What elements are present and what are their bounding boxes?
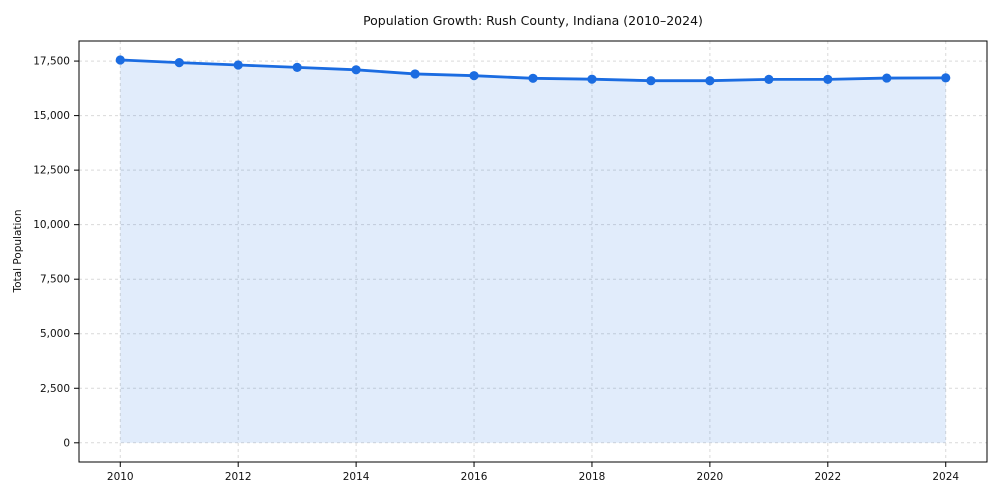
data-point [528, 73, 538, 83]
y-tick-label: 15,000 [33, 110, 70, 122]
data-point [174, 57, 184, 68]
y-tick-label: 5,000 [40, 328, 70, 340]
data-point [587, 74, 597, 84]
plot-border [78, 40, 988, 463]
x-tick-label: 2022 [814, 471, 841, 483]
x-tick-label: 2012 [225, 471, 252, 483]
data-point [705, 76, 715, 86]
y-tick-label: 12,500 [33, 165, 70, 177]
y-tick-label: 10,000 [33, 219, 70, 231]
data-point [351, 65, 361, 75]
data-point [941, 73, 951, 83]
series-area [120, 59, 946, 443]
y-tick-label: 0 [63, 437, 70, 449]
x-tick-label: 2024 [932, 471, 959, 483]
x-tick-label: 2016 [461, 471, 488, 483]
data-point [764, 74, 774, 84]
y-tick-label: 7,500 [40, 274, 70, 286]
data-point [292, 62, 302, 72]
data-point [823, 74, 833, 84]
x-tick-label: 2020 [697, 471, 724, 483]
y-tick-label: 2,500 [40, 383, 70, 395]
chart-title: Population Growth: Rush County, Indiana … [363, 13, 703, 28]
x-tick-label: 2018 [579, 471, 606, 483]
data-point [233, 60, 243, 70]
data-point [410, 69, 420, 79]
data-point [882, 73, 892, 83]
x-tick-label: 2014 [343, 471, 370, 483]
data-point [469, 71, 479, 81]
data-point [115, 55, 125, 65]
x-tick-label: 2010 [107, 471, 134, 483]
data-point [646, 76, 656, 86]
y-tick-label: 17,500 [33, 56, 70, 68]
